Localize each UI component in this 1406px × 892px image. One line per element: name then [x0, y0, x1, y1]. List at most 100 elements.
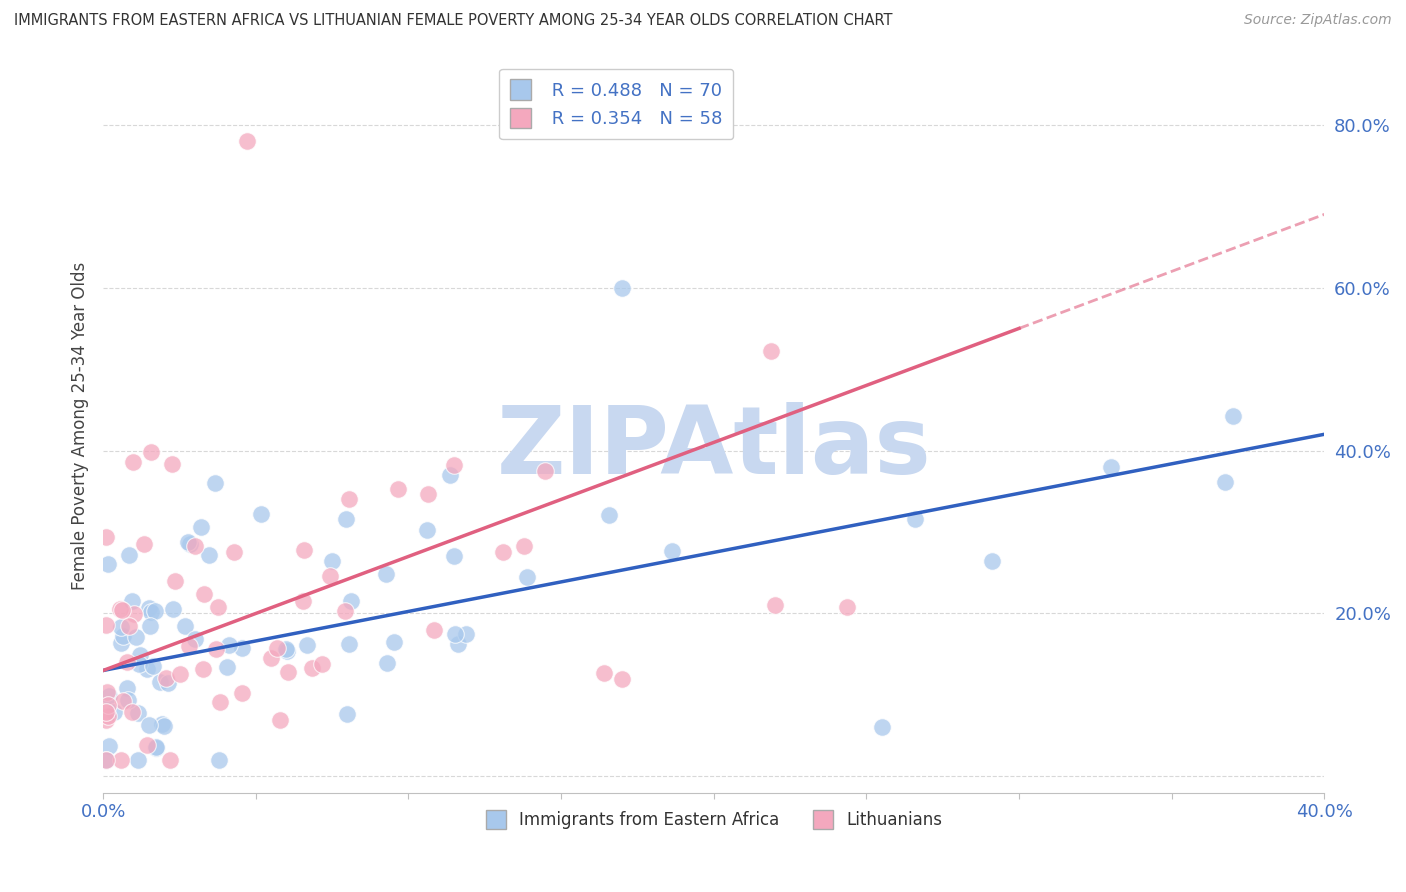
Point: [143, 604, 166, 618]
Point: [184, 632, 207, 647]
Point: [759, 343, 782, 358]
Point: [217, 660, 239, 674]
Point: [593, 666, 616, 681]
Point: [204, 641, 226, 656]
Point: [97, 557, 120, 571]
Point: [277, 665, 299, 679]
Point: [118, 548, 141, 562]
Point: [333, 604, 356, 618]
Point: [115, 681, 138, 695]
Point: [218, 638, 240, 652]
Point: [96, 714, 118, 728]
Point: [96, 618, 118, 632]
Point: [121, 705, 143, 719]
Text: ZIPAtlas: ZIPAtlas: [496, 402, 931, 494]
Point: [98, 690, 121, 704]
Text: IMMIGRANTS FROM EASTERN AFRICA VS LITHUANIAN FEMALE POVERTY AMONG 25-34 YEAR OLD: IMMIGRANTS FROM EASTERN AFRICA VS LITHUA…: [14, 13, 893, 29]
Point: [269, 714, 291, 728]
Point: [136, 738, 159, 752]
Point: [110, 753, 132, 767]
Point: [612, 280, 634, 294]
Point: [904, 512, 927, 526]
Point: [387, 482, 409, 496]
Text: Source: ZipAtlas.com: Source: ZipAtlas.com: [1244, 13, 1392, 28]
Point: [204, 476, 226, 491]
Point: [423, 624, 446, 638]
Point: [447, 636, 470, 650]
Point: [136, 662, 159, 676]
Point: [260, 650, 283, 665]
Point: [127, 753, 149, 767]
Point: [222, 545, 245, 559]
Point: [111, 603, 134, 617]
Point: [416, 524, 439, 538]
Point: [111, 693, 134, 707]
Y-axis label: Female Poverty Among 25-34 Year Olds: Female Poverty Among 25-34 Year Olds: [72, 262, 89, 591]
Point: [870, 721, 893, 735]
Point: [534, 464, 557, 478]
Point: [139, 619, 162, 633]
Point: [179, 537, 201, 551]
Point: [311, 657, 333, 671]
Point: [96, 705, 118, 719]
Point: [115, 655, 138, 669]
Point: [141, 605, 163, 619]
Point: [981, 553, 1004, 567]
Point: [612, 672, 634, 686]
Point: [142, 659, 165, 673]
Point: [443, 627, 465, 641]
Point: [321, 554, 343, 568]
Point: [190, 520, 212, 534]
Point: [108, 602, 131, 616]
Point: [336, 706, 359, 721]
Point: [156, 676, 179, 690]
Point: [121, 594, 143, 608]
Point: [198, 548, 221, 562]
Point: [439, 468, 461, 483]
Point: [208, 694, 231, 708]
Point: [97, 698, 120, 713]
Point: [231, 685, 253, 699]
Point: [150, 717, 173, 731]
Point: [153, 719, 176, 733]
Point: [103, 705, 125, 719]
Point: [97, 709, 120, 723]
Point: [124, 607, 146, 622]
Point: [118, 618, 141, 632]
Point: [96, 684, 118, 698]
Point: [339, 637, 361, 651]
Point: [127, 706, 149, 720]
Point: [122, 455, 145, 469]
Point: [1222, 409, 1244, 423]
Point: [96, 753, 118, 767]
Point: [174, 619, 197, 633]
Point: [250, 507, 273, 521]
Point: [155, 672, 177, 686]
Point: [169, 667, 191, 681]
Point: [110, 635, 132, 649]
Point: [125, 630, 148, 644]
Point: [184, 539, 207, 553]
Point: [598, 508, 620, 523]
Point: [661, 543, 683, 558]
Point: [276, 642, 298, 657]
Point: [176, 535, 198, 549]
Point: [235, 134, 257, 148]
Point: [145, 740, 167, 755]
Point: [340, 593, 363, 607]
Point: [117, 693, 139, 707]
Point: [375, 567, 398, 582]
Legend: Immigrants from Eastern Africa, Lithuanians: Immigrants from Eastern Africa, Lithuani…: [479, 803, 949, 836]
Point: [513, 540, 536, 554]
Point: [110, 620, 132, 634]
Point: [97, 739, 120, 754]
Point: [179, 640, 201, 654]
Point: [96, 530, 118, 544]
Point: [292, 594, 315, 608]
Point: [319, 569, 342, 583]
Point: [335, 512, 357, 526]
Point: [443, 549, 465, 563]
Point: [208, 753, 231, 767]
Point: [456, 627, 478, 641]
Point: [231, 640, 253, 655]
